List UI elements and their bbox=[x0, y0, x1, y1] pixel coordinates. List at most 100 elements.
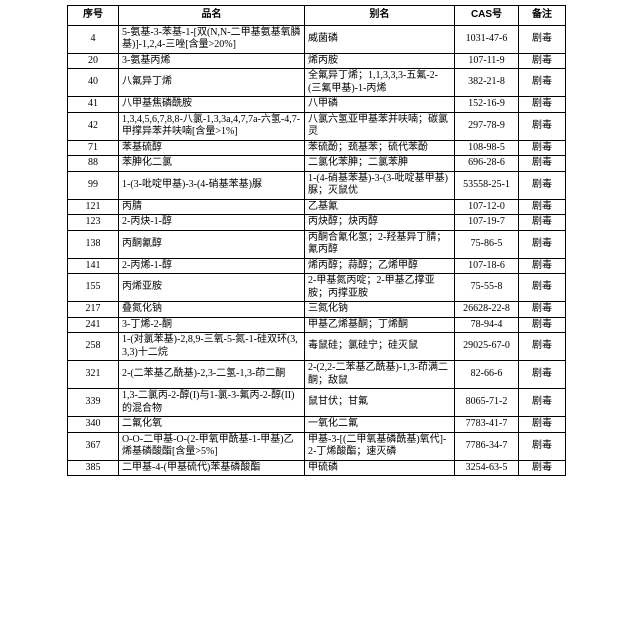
table-cell: 696-28-6 bbox=[454, 155, 519, 172]
table-cell: 八氯六氢亚甲基苯并呋喃；碳氯灵 bbox=[304, 111, 455, 141]
table-cell: 107-19-7 bbox=[454, 214, 519, 231]
table-cell: 107-11-9 bbox=[454, 52, 519, 69]
table-cell: 4 bbox=[67, 24, 119, 54]
table-cell: 5-氨基-3-苯基-1-[双(N,N-二甲基氨基氧膦基)]-1,2,4-三唑[含… bbox=[118, 24, 305, 54]
table-cell: 155 bbox=[67, 273, 119, 302]
table-cell: 甲基乙烯基酮；丁烯酮 bbox=[304, 316, 455, 333]
table-cell: 123 bbox=[67, 214, 119, 231]
table-cell: 苯基硫醇 bbox=[118, 139, 305, 156]
table-cell: 107-12-0 bbox=[454, 198, 519, 215]
header-cell: 别名 bbox=[304, 5, 455, 26]
table-cell: 二氯化苯胂；二氯苯胂 bbox=[304, 155, 455, 172]
table-cell: 40 bbox=[67, 68, 119, 97]
table-cell: 7783-41-7 bbox=[454, 416, 519, 433]
table-cell: 1,3-二氯丙-2-醇(I)与1-氯-3-氟丙-2-醇(II)的混合物 bbox=[118, 388, 305, 417]
table-cell: 丙烯亚胺 bbox=[118, 273, 305, 302]
table-cell: 3-氨基丙烯 bbox=[118, 52, 305, 69]
table-cell: 297-78-9 bbox=[454, 111, 519, 141]
table-cell: 剧毒 bbox=[518, 229, 566, 259]
table-cell: 385 bbox=[67, 459, 119, 476]
table-row: 121 丙腈 乙基氰 107-12-0 剧毒 bbox=[67, 198, 566, 215]
table-cell: 2-(二苯基乙酰基)-2,3-二氢-1,3-茚二酮 bbox=[118, 360, 305, 389]
table-cell: 八甲磷 bbox=[304, 96, 455, 113]
table-cell: 剧毒 bbox=[518, 214, 566, 231]
table-cell: 苯硫酚；巯基苯；硫代苯酚 bbox=[304, 139, 455, 156]
table-row: 40 八氟异丁烯 全氟异丁烯；1,1,3,3,3-五氟-2-(三氟甲基)-1-丙烯 3… bbox=[67, 68, 566, 97]
table-cell: 152-16-9 bbox=[454, 96, 519, 113]
table-row: 217 叠氮化钠 三氮化钠 26628-22-8 剧毒 bbox=[67, 301, 566, 318]
table-cell: 八氟异丁烯 bbox=[118, 68, 305, 97]
table-cell: 剧毒 bbox=[518, 257, 566, 274]
table-row: 241 3-丁烯-2-酮 甲基乙烯基酮；丁烯酮 78-94-4 剧毒 bbox=[67, 316, 566, 333]
table-cell: 321 bbox=[67, 360, 119, 389]
hazard-table: 序号 品名 别名 CAS号 备注 4 5-氨基-3-苯基-1-[双(N,N-二甲基氨基氧膦… bbox=[67, 5, 566, 476]
table-cell: 八甲基焦磷酰胺 bbox=[118, 96, 305, 113]
table-cell: 2-(2,2-二苯基乙酰基)-1,3-茚满二酮；敌鼠 bbox=[304, 360, 455, 389]
table-cell: 141 bbox=[67, 257, 119, 274]
table-row: 141 2-丙烯-1-醇 烯丙醇；蒜醇；乙烯甲醇 107-18-6 剧毒 bbox=[67, 257, 566, 274]
table-cell: 丙炔醇；炔丙醇 bbox=[304, 214, 455, 231]
table-cell: 甲硫磷 bbox=[304, 459, 455, 476]
table-row: 71 苯基硫醇 苯硫酚；巯基苯；硫代苯酚 108-98-5 剧毒 bbox=[67, 139, 566, 156]
table-cell: 剧毒 bbox=[518, 24, 566, 54]
table-cell: 叠氮化钠 bbox=[118, 301, 305, 318]
table-cell: 340 bbox=[67, 416, 119, 433]
table-cell: 88 bbox=[67, 155, 119, 172]
table-cell: 26628-22-8 bbox=[454, 301, 519, 318]
table-cell: 剧毒 bbox=[518, 96, 566, 113]
table-cell: 8065-71-2 bbox=[454, 388, 519, 417]
table-cell: 1-(4-硝基苯基)-3-(3-吡啶基甲基)脲；灭鼠优 bbox=[304, 170, 455, 200]
table-cell: 107-18-6 bbox=[454, 257, 519, 274]
table-row: 385 二甲基-4-(甲基硫代)苯基磷酸酯 甲硫磷 3254-63-5 剧毒 bbox=[67, 459, 566, 476]
table-cell: 乙基氰 bbox=[304, 198, 455, 215]
table-cell: 241 bbox=[67, 316, 119, 333]
table-cell: 29025-67-0 bbox=[454, 332, 519, 361]
table-cell: 剧毒 bbox=[518, 360, 566, 389]
table-cell: 二氟化氧 bbox=[118, 416, 305, 433]
table-cell: 1-(对氯苯基)-2,8,9-三氧-5-氮-1-硅双环(3,3,3)十二烷 bbox=[118, 332, 305, 361]
table-cell: 剧毒 bbox=[518, 68, 566, 97]
table-cell: 鼠甘伏；甘氟 bbox=[304, 388, 455, 417]
table-row: 340 二氟化氧 一氧化二氟 7783-41-7 剧毒 bbox=[67, 416, 566, 433]
table-cell: 75-86-5 bbox=[454, 229, 519, 259]
table-cell: O-O-二甲基-O-(2-甲氧甲酰基-1-甲基)乙烯基磷酸酯[含量>5%] bbox=[118, 431, 305, 461]
table-cell: 53558-25-1 bbox=[454, 170, 519, 200]
table-row: 367 O-O-二甲基-O-(2-甲氧甲酰基-1-甲基)乙烯基磷酸酯[含量>5%]… bbox=[67, 431, 566, 461]
table-cell: 丙酮氰醇 bbox=[118, 229, 305, 259]
table-cell: 剧毒 bbox=[518, 170, 566, 200]
table-cell: 7786-34-7 bbox=[454, 431, 519, 461]
table-row: 88 苯胂化二氯 二氯化苯胂；二氯苯胂 696-28-6 剧毒 bbox=[67, 155, 566, 172]
table-row: 138 丙酮氰醇 丙酮合氰化氢；2-羟基异丁腈；氰丙醇 75-86-5 剧毒 bbox=[67, 229, 566, 259]
table-cell: 一氧化二氟 bbox=[304, 416, 455, 433]
table-cell: 全氟异丁烯；1,1,3,3,3-五氟-2-(三氟甲基)-1-丙烯 bbox=[304, 68, 455, 97]
table-cell: 2-丙烯-1-醇 bbox=[118, 257, 305, 274]
table-cell: 丙腈 bbox=[118, 198, 305, 215]
header-cell: 品名 bbox=[118, 5, 305, 26]
table-cell: 丙酮合氰化氢；2-羟基异丁腈；氰丙醇 bbox=[304, 229, 455, 259]
table-cell: 烯丙醇；蒜醇；乙烯甲醇 bbox=[304, 257, 455, 274]
table-cell: 毒鼠硅；氯硅宁；硅灭鼠 bbox=[304, 332, 455, 361]
table-cell: 剧毒 bbox=[518, 388, 566, 417]
table-cell: 三氮化钠 bbox=[304, 301, 455, 318]
table-cell: 剧毒 bbox=[518, 52, 566, 69]
table-cell: 42 bbox=[67, 111, 119, 141]
table-cell: 甲基-3-[(二甲氧基磷酰基)氧代]-2-丁烯酸酯；速灭磷 bbox=[304, 431, 455, 461]
table-row: 42 1,3,4,5,6,7,8,8-八氯-1,3,3a,4,7,7a-六氢-4,… bbox=[67, 111, 566, 141]
table-cell: 剧毒 bbox=[518, 316, 566, 333]
table-cell: 367 bbox=[67, 431, 119, 461]
table-cell: 1-(3-吡啶甲基)-3-(4-硝基苯基)脲 bbox=[118, 170, 305, 200]
table-cell: 二甲基-4-(甲基硫代)苯基磷酸酯 bbox=[118, 459, 305, 476]
table-cell: 剧毒 bbox=[518, 111, 566, 141]
table-cell: 20 bbox=[67, 52, 119, 69]
table-cell: 剧毒 bbox=[518, 155, 566, 172]
table-row: 99 1-(3-吡啶甲基)-3-(4-硝基苯基)脲 1-(4-硝基苯基)-3-(3-… bbox=[67, 170, 566, 200]
table-cell: 剧毒 bbox=[518, 431, 566, 461]
table-cell: 99 bbox=[67, 170, 119, 200]
header-row: 序号 品名 别名 CAS号 备注 bbox=[67, 5, 566, 26]
table-cell: 剧毒 bbox=[518, 139, 566, 156]
table-cell: 3-丁烯-2-酮 bbox=[118, 316, 305, 333]
table-row: 20 3-氨基丙烯 烯丙胺 107-11-9 剧毒 bbox=[67, 52, 566, 69]
table-cell: 烯丙胺 bbox=[304, 52, 455, 69]
table-cell: 剧毒 bbox=[518, 459, 566, 476]
table-cell: 2-甲基氮丙啶；2-甲基乙撑亚胺；丙撑亚胺 bbox=[304, 273, 455, 302]
